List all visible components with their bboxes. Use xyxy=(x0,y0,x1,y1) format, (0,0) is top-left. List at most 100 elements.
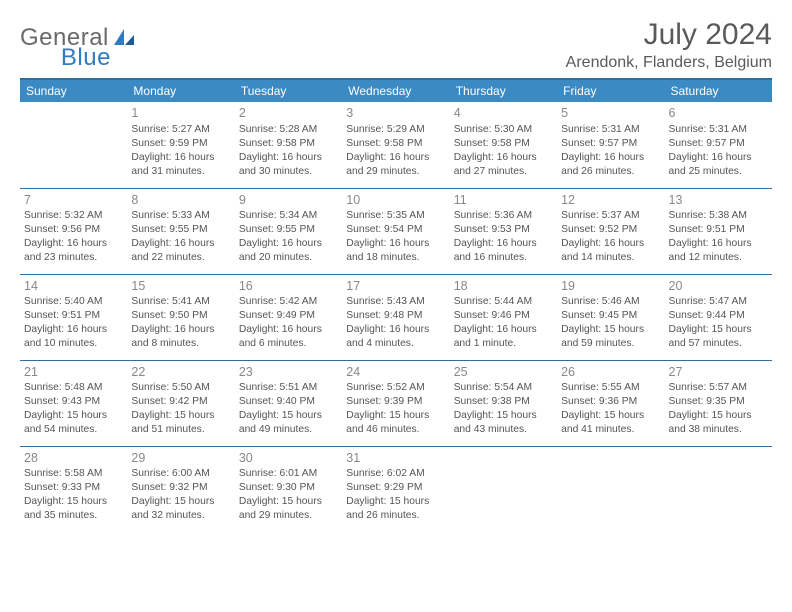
day-number: 23 xyxy=(239,364,338,381)
day-number: 26 xyxy=(561,364,660,381)
day-number: 28 xyxy=(24,450,123,467)
sunrise-line: Sunrise: 5:27 AM xyxy=(131,123,230,137)
daylight-line: and 35 minutes. xyxy=(24,509,123,523)
daylight-line: Daylight: 15 hours xyxy=(669,323,768,337)
calendar-cell: 6Sunrise: 5:31 AMSunset: 9:57 PMDaylight… xyxy=(665,102,772,188)
daylight-line: Daylight: 15 hours xyxy=(561,409,660,423)
calendar-cell: 1Sunrise: 5:27 AMSunset: 9:59 PMDaylight… xyxy=(127,102,234,188)
daylight-line: Daylight: 16 hours xyxy=(239,323,338,337)
daylight-line: Daylight: 16 hours xyxy=(346,323,445,337)
calendar-cell xyxy=(665,446,772,532)
calendar-cell: 25Sunrise: 5:54 AMSunset: 9:38 PMDayligh… xyxy=(450,360,557,446)
sunset-line: Sunset: 9:43 PM xyxy=(24,395,123,409)
day-number: 21 xyxy=(24,364,123,381)
daylight-line: Daylight: 16 hours xyxy=(454,237,553,251)
daylight-line: and 4 minutes. xyxy=(346,337,445,351)
calendar-cell: 2Sunrise: 5:28 AMSunset: 9:58 PMDaylight… xyxy=(235,102,342,188)
daylight-line: and 57 minutes. xyxy=(669,337,768,351)
daylight-line: and 43 minutes. xyxy=(454,423,553,437)
daylight-line: and 54 minutes. xyxy=(24,423,123,437)
calendar-cell xyxy=(557,446,664,532)
calendar-cell: 22Sunrise: 5:50 AMSunset: 9:42 PMDayligh… xyxy=(127,360,234,446)
day-number: 30 xyxy=(239,450,338,467)
day-number: 14 xyxy=(24,278,123,295)
day-number: 4 xyxy=(454,105,553,122)
daylight-line: Daylight: 15 hours xyxy=(24,409,123,423)
sunset-line: Sunset: 9:44 PM xyxy=(669,309,768,323)
calendar-cell: 19Sunrise: 5:46 AMSunset: 9:45 PMDayligh… xyxy=(557,274,664,360)
sunset-line: Sunset: 9:30 PM xyxy=(239,481,338,495)
day-number: 20 xyxy=(669,278,768,295)
sunrise-line: Sunrise: 5:41 AM xyxy=(131,295,230,309)
daylight-line: and 23 minutes. xyxy=(24,251,123,265)
daylight-line: and 29 minutes. xyxy=(346,165,445,179)
calendar-week-row: 7Sunrise: 5:32 AMSunset: 9:56 PMDaylight… xyxy=(20,188,772,274)
sunrise-line: Sunrise: 5:47 AM xyxy=(669,295,768,309)
calendar-cell: 13Sunrise: 5:38 AMSunset: 9:51 PMDayligh… xyxy=(665,188,772,274)
daylight-line: and 10 minutes. xyxy=(24,337,123,351)
calendar-cell: 18Sunrise: 5:44 AMSunset: 9:46 PMDayligh… xyxy=(450,274,557,360)
sunset-line: Sunset: 9:56 PM xyxy=(24,223,123,237)
calendar-week-row: 21Sunrise: 5:48 AMSunset: 9:43 PMDayligh… xyxy=(20,360,772,446)
calendar-week-row: 28Sunrise: 5:58 AMSunset: 9:33 PMDayligh… xyxy=(20,446,772,532)
daylight-line: Daylight: 16 hours xyxy=(24,323,123,337)
sunrise-line: Sunrise: 5:30 AM xyxy=(454,123,553,137)
daylight-line: Daylight: 16 hours xyxy=(346,237,445,251)
sunrise-line: Sunrise: 5:32 AM xyxy=(24,209,123,223)
sunset-line: Sunset: 9:36 PM xyxy=(561,395,660,409)
daylight-line: Daylight: 16 hours xyxy=(561,151,660,165)
calendar-cell: 11Sunrise: 5:36 AMSunset: 9:53 PMDayligh… xyxy=(450,188,557,274)
daylight-line: Daylight: 16 hours xyxy=(346,151,445,165)
calendar-cell: 5Sunrise: 5:31 AMSunset: 9:57 PMDaylight… xyxy=(557,102,664,188)
sunset-line: Sunset: 9:39 PM xyxy=(346,395,445,409)
sunset-line: Sunset: 9:35 PM xyxy=(669,395,768,409)
daylight-line: Daylight: 16 hours xyxy=(131,151,230,165)
calendar-cell: 4Sunrise: 5:30 AMSunset: 9:58 PMDaylight… xyxy=(450,102,557,188)
daylight-line: Daylight: 15 hours xyxy=(24,495,123,509)
day-number: 8 xyxy=(131,192,230,209)
logo-text-blue: Blue xyxy=(61,44,111,72)
sunrise-line: Sunrise: 5:57 AM xyxy=(669,381,768,395)
daylight-line: and 26 minutes. xyxy=(561,165,660,179)
day-number: 7 xyxy=(24,192,123,209)
calendar-cell xyxy=(450,446,557,532)
sunset-line: Sunset: 9:49 PM xyxy=(239,309,338,323)
day-number: 25 xyxy=(454,364,553,381)
daylight-line: Daylight: 16 hours xyxy=(131,323,230,337)
daylight-line: and 12 minutes. xyxy=(669,251,768,265)
sunrise-line: Sunrise: 5:37 AM xyxy=(561,209,660,223)
calendar-week-row: 14Sunrise: 5:40 AMSunset: 9:51 PMDayligh… xyxy=(20,274,772,360)
calendar-cell: 9Sunrise: 5:34 AMSunset: 9:55 PMDaylight… xyxy=(235,188,342,274)
calendar-cell: 26Sunrise: 5:55 AMSunset: 9:36 PMDayligh… xyxy=(557,360,664,446)
daylight-line: Daylight: 16 hours xyxy=(24,237,123,251)
calendar-week-row: 1Sunrise: 5:27 AMSunset: 9:59 PMDaylight… xyxy=(20,102,772,188)
sunrise-line: Sunrise: 5:58 AM xyxy=(24,467,123,481)
sunset-line: Sunset: 9:51 PM xyxy=(669,223,768,237)
sunset-line: Sunset: 9:57 PM xyxy=(561,137,660,151)
sunrise-line: Sunrise: 5:52 AM xyxy=(346,381,445,395)
sunrise-line: Sunrise: 5:42 AM xyxy=(239,295,338,309)
daylight-line: and 32 minutes. xyxy=(131,509,230,523)
day-number: 22 xyxy=(131,364,230,381)
calendar-cell: 17Sunrise: 5:43 AMSunset: 9:48 PMDayligh… xyxy=(342,274,449,360)
sunset-line: Sunset: 9:50 PM xyxy=(131,309,230,323)
weekday-header: Tuesday xyxy=(235,79,342,102)
sunrise-line: Sunrise: 5:54 AM xyxy=(454,381,553,395)
day-number: 29 xyxy=(131,450,230,467)
sunrise-line: Sunrise: 5:38 AM xyxy=(669,209,768,223)
sunset-line: Sunset: 9:55 PM xyxy=(131,223,230,237)
day-number: 17 xyxy=(346,278,445,295)
sunset-line: Sunset: 9:57 PM xyxy=(669,137,768,151)
sunset-line: Sunset: 9:48 PM xyxy=(346,309,445,323)
sunrise-line: Sunrise: 5:46 AM xyxy=(561,295,660,309)
daylight-line: and 22 minutes. xyxy=(131,251,230,265)
daylight-line: and 51 minutes. xyxy=(131,423,230,437)
sunrise-line: Sunrise: 5:28 AM xyxy=(239,123,338,137)
daylight-line: and 8 minutes. xyxy=(131,337,230,351)
sunset-line: Sunset: 9:59 PM xyxy=(131,137,230,151)
calendar-cell: 31Sunrise: 6:02 AMSunset: 9:29 PMDayligh… xyxy=(342,446,449,532)
calendar-cell: 24Sunrise: 5:52 AMSunset: 9:39 PMDayligh… xyxy=(342,360,449,446)
weekday-row: SundayMondayTuesdayWednesdayThursdayFrid… xyxy=(20,79,772,102)
daylight-line: and 41 minutes. xyxy=(561,423,660,437)
daylight-line: and 59 minutes. xyxy=(561,337,660,351)
